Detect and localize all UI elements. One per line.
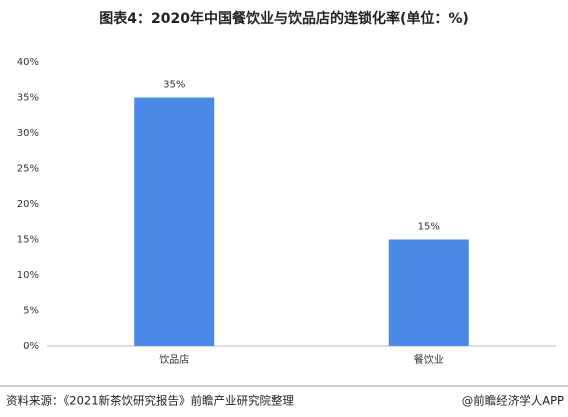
x-tick-label: 餐饮业 xyxy=(414,353,444,366)
chart-title: 图表4：2020年中国餐饮业与饮品店的连锁化率(单位：%) xyxy=(99,10,469,27)
y-tick-label: 40% xyxy=(17,57,39,68)
y-tick-label: 30% xyxy=(17,128,39,139)
y-tick-label: 35% xyxy=(17,93,39,104)
y-tick-label: 5% xyxy=(23,306,39,317)
y-tick-label: 0% xyxy=(23,341,39,352)
y-tick-label: 20% xyxy=(17,199,39,210)
value-label: 15% xyxy=(418,222,440,233)
bar xyxy=(134,97,215,346)
y-tick-label: 15% xyxy=(17,235,39,246)
y-tick-label: 10% xyxy=(17,270,39,281)
bar xyxy=(388,239,469,346)
x-tick-label: 饮品店 xyxy=(159,353,189,366)
value-label: 35% xyxy=(163,80,185,91)
y-tick-label: 25% xyxy=(17,164,39,175)
credit: @前瞻经济学人APP xyxy=(462,394,564,408)
source: 资料来源：《2021新茶饮研究报告》前瞻产业研究院整理 xyxy=(6,394,295,408)
